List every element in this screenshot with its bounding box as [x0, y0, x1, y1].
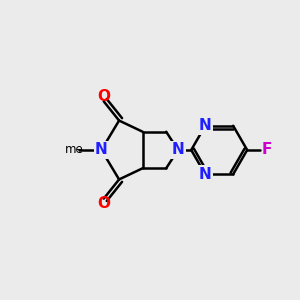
Text: N: N — [172, 142, 184, 158]
Text: O: O — [97, 196, 110, 211]
Text: N: N — [199, 167, 211, 182]
Text: N: N — [95, 142, 108, 158]
Text: me: me — [65, 143, 83, 157]
Text: N: N — [199, 118, 211, 133]
Text: F: F — [262, 142, 272, 158]
Text: O: O — [97, 89, 110, 104]
